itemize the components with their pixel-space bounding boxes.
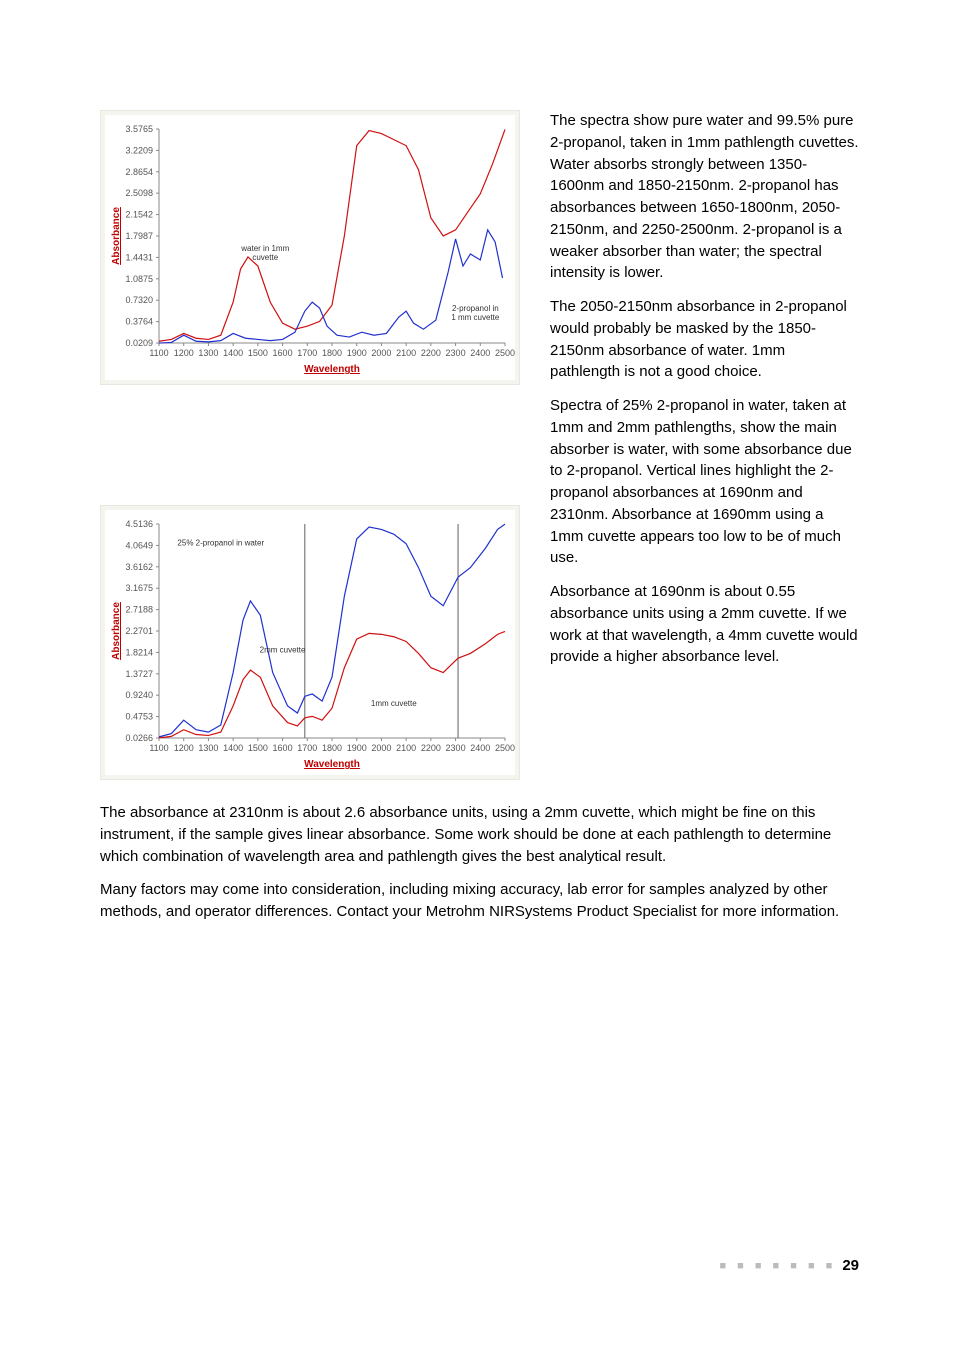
svg-text:3.2209: 3.2209 [125,145,153,155]
svg-text:2200: 2200 [421,348,441,358]
svg-text:1200: 1200 [174,743,194,753]
svg-text:2.2701: 2.2701 [125,626,153,636]
svg-text:2000: 2000 [371,348,391,358]
svg-text:2.1542: 2.1542 [125,210,153,220]
svg-text:1700: 1700 [297,348,317,358]
page-number: ■ ■ ■ ■ ■ ■ ■ 29 [719,1257,859,1274]
spectra-chart-2: 0.0266 0.4753 0.9240 1.3727 1.8214 2.2701 2.71… [105,510,515,770]
paragraph-4: Absorbance at 1690nm is about 0.55 absor… [550,581,859,668]
svg-text:2300: 2300 [446,348,466,358]
svg-text:0.7320: 0.7320 [125,295,153,305]
svg-text:Wavelength: Wavelength [304,364,360,375]
svg-text:cuvette: cuvette [252,253,278,262]
svg-text:2.7188: 2.7188 [125,605,153,615]
svg-text:0.0209: 0.0209 [125,338,153,348]
svg-text:1500: 1500 [248,743,268,753]
svg-text:2-propanol in: 2-propanol in [452,304,499,313]
svg-text:2000: 2000 [371,743,391,753]
paragraph-3: Spectra of 25% 2-propanol in water, take… [550,395,859,569]
paragraph-2: The 2050-2150nm absorbance in 2-propanol… [550,296,859,383]
svg-text:2500: 2500 [495,743,515,753]
svg-text:1 mm cuvette: 1 mm cuvette [451,313,500,322]
svg-text:Absorbance: Absorbance [111,602,122,660]
svg-text:1900: 1900 [347,743,367,753]
svg-text:2.5098: 2.5098 [125,188,153,198]
svg-text:1.7987: 1.7987 [125,231,153,241]
svg-text:1500: 1500 [248,348,268,358]
paragraph-1: The spectra show pure water and 99.5% pu… [550,110,859,284]
paragraph-6: Many factors may come into consideration… [100,879,859,923]
chart-2-container: 0.0266 0.4753 0.9240 1.3727 1.8214 2.2701 2.71… [100,505,520,780]
svg-text:1.3727: 1.3727 [125,669,153,679]
svg-text:1900: 1900 [347,348,367,358]
svg-text:2200: 2200 [421,743,441,753]
svg-text:1mm cuvette: 1mm cuvette [371,699,417,708]
svg-text:2400: 2400 [470,743,490,753]
svg-text:1600: 1600 [273,743,293,753]
svg-text:4.0649: 4.0649 [125,540,153,550]
page-number-value: 29 [842,1257,859,1274]
svg-text:2.8654: 2.8654 [125,167,153,177]
svg-text:2500: 2500 [495,348,515,358]
upper-two-column: 0.0209 0.3764 0.7320 1.0875 1.4431 1.7987 2.15… [100,110,859,780]
spectra-chart-1: 0.0209 0.3764 0.7320 1.0875 1.4431 1.7987 2.15… [105,115,515,375]
svg-text:1200: 1200 [174,348,194,358]
svg-text:0.3764: 0.3764 [125,317,153,327]
svg-text:25% 2-propanol in water: 25% 2-propanol in water [177,539,264,548]
svg-text:2300: 2300 [446,743,466,753]
svg-text:1300: 1300 [198,348,218,358]
svg-text:water in 1mm: water in 1mm [240,244,289,253]
svg-text:1300: 1300 [198,743,218,753]
svg-text:Absorbance: Absorbance [111,207,122,265]
svg-text:0.9240: 0.9240 [125,690,153,700]
svg-text:1100: 1100 [149,743,168,753]
right-text-column: The spectra show pure water and 99.5% pu… [550,110,859,780]
svg-text:4.5136: 4.5136 [125,519,153,529]
svg-text:1600: 1600 [273,348,293,358]
svg-text:1700: 1700 [297,743,317,753]
svg-text:3.1675: 3.1675 [125,583,153,593]
svg-text:1800: 1800 [322,348,342,358]
paragraph-5: The absorbance at 2310nm is about 2.6 ab… [100,802,859,867]
svg-text:Wavelength: Wavelength [304,759,360,770]
svg-text:3.6162: 3.6162 [125,562,153,572]
svg-text:2400: 2400 [470,348,490,358]
svg-text:1.4431: 1.4431 [125,252,153,262]
svg-text:1.0875: 1.0875 [125,274,153,284]
page-dots-icon: ■ ■ ■ ■ ■ ■ ■ [719,1260,836,1272]
svg-text:1.8214: 1.8214 [125,647,153,657]
svg-text:2mm cuvette: 2mm cuvette [260,645,306,654]
svg-text:1400: 1400 [223,348,243,358]
chart-1-container: 0.0209 0.3764 0.7320 1.0875 1.4431 1.7987 2.15… [100,110,520,385]
svg-text:1100: 1100 [149,348,168,358]
svg-text:0.0266: 0.0266 [125,733,153,743]
svg-text:3.5765: 3.5765 [125,124,153,134]
svg-text:2100: 2100 [396,743,416,753]
svg-text:1400: 1400 [223,743,243,753]
svg-text:2100: 2100 [396,348,416,358]
svg-text:0.4753: 0.4753 [125,712,153,722]
svg-text:1800: 1800 [322,743,342,753]
lower-full-width: The absorbance at 2310nm is about 2.6 ab… [100,802,859,923]
chart-column: 0.0209 0.3764 0.7320 1.0875 1.4431 1.7987 2.15… [100,110,520,780]
